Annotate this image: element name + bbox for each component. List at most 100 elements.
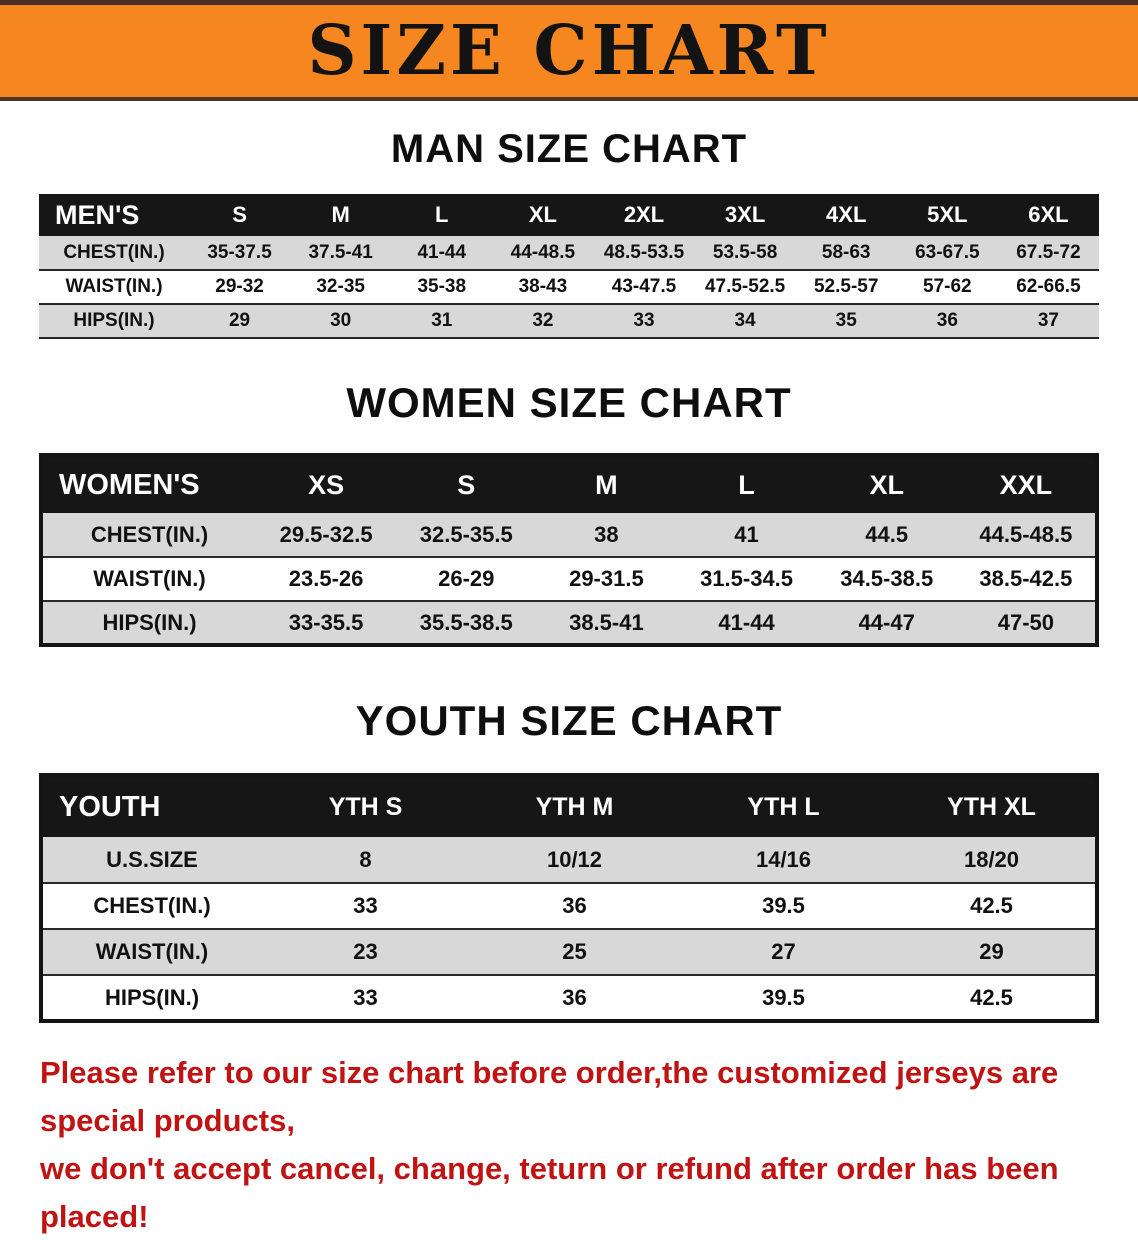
size-cell: 23 [353,939,378,964]
row-label: WAIST(IN.) [95,939,209,964]
size-cell: 39.5 [762,984,805,1010]
size-column-header: XL [492,194,594,236]
women-section-heading: WOMEN SIZE CHART [346,379,792,426]
row-label: CHEST(IN.) [90,521,209,547]
size-column-header: 3XL [694,194,796,236]
men-size-table: MEN'S S M L XL 2XL 3XL 4XL 5XL 6XL CHEST(IN.) 35-37… [39,194,1099,339]
size-cell: 36 [562,893,587,918]
size-cell: 44.5-48.5 [979,521,1073,547]
size-column-header: XL [816,455,957,513]
row-label: HIPS(IN.) [104,984,200,1010]
size-cell: 10/12 [546,846,603,872]
size-cell: 14/16 [755,846,812,872]
size-cell: 29-32 [215,276,264,297]
size-column-header: L [676,455,817,513]
size-cell: 58-63 [821,241,871,263]
size-cell: 31 [431,310,453,331]
size-cell: 36 [562,984,587,1010]
size-cell: 52.5-57 [813,276,879,297]
table-row: HIPS(IN.) 29 30 31 32 33 34 35 36 37 [39,304,1099,338]
size-cell: 27 [771,939,796,964]
table-header-row: WOMEN'S XS S M L XL XXL [41,455,1097,513]
table-row: WAIST(IN.) 23 25 27 29 [41,929,1097,975]
size-cell: 44.5 [865,521,909,547]
women-size-table: WOMEN'S XS S M L XL XXL CHEST(IN.) 29.5-32.5 32.5… [39,453,1099,647]
row-label: HIPS(IN.) [73,310,155,331]
size-cell: 31.5-34.5 [700,566,794,591]
size-cell: 43-47.5 [611,276,677,297]
size-cell: 18/20 [963,846,1020,872]
table-row: CHEST(IN.) 35-37.5 37.5-41 41-44 44-48.5 48.5… [39,236,1099,270]
table-corner-label: MEN'S [39,194,189,236]
size-cell: 29.5-32.5 [279,521,373,547]
size-cell: 25 [562,939,587,964]
section-men: MAN SIZE CHART MEN'S S M L XL 2XL 3XL 4XL 5XL 6XL… [0,101,1138,339]
table-row: U.S.SIZE 8 10/12 14/16 18/20 [41,837,1097,883]
size-cell: 33 [353,893,378,918]
row-label: CHEST(IN.) [93,893,211,918]
size-cell: 37.5-41 [308,241,373,263]
size-cell: 39.5 [762,893,805,918]
size-cell: 35 [835,310,857,331]
size-cell: 32.5-35.5 [419,521,513,547]
size-column-header: YTH S [261,775,470,837]
size-column-header: L [391,194,493,236]
table-corner-label: YOUTH [41,775,261,837]
table-header-row: MEN'S S M L XL 2XL 3XL 4XL 5XL 6XL [39,194,1099,236]
row-label: HIPS(IN.) [102,609,197,635]
size-cell: 23.5-26 [288,566,364,591]
size-cell: 34 [734,310,756,331]
row-label: CHEST(IN.) [63,241,165,263]
size-cell: 44-48.5 [510,241,576,263]
size-cell: 29 [979,939,1004,964]
size-cell: 37 [1037,310,1059,331]
size-cell: 8 [359,846,372,872]
size-cell: 35-38 [417,276,467,297]
size-cell: 48.5-53.5 [603,241,685,263]
size-cell: 32 [532,310,554,331]
size-cell: 41 [734,521,759,547]
size-column-header: 2XL [593,194,695,236]
youth-section-heading: YOUTH SIZE CHART [355,697,783,744]
size-column-header: XS [256,455,397,513]
men-section-heading: MAN SIZE CHART [390,127,748,171]
table-header-row: YOUTH YTH S YTH M YTH L YTH XL [41,775,1097,837]
row-label: WAIST(IN.) [93,566,206,591]
notice-line-2: we don't accept cancel, change, teturn o… [40,1151,1059,1235]
size-cell: 35.5-38.5 [419,609,513,635]
size-cell: 44-47 [858,609,915,635]
table-row: CHEST(IN.) 33 36 39.5 42.5 [41,883,1097,929]
page-title: SIZE CHART [307,11,831,91]
size-column-header: YTH L [679,775,888,837]
size-column-header: M [290,194,392,236]
size-cell: 38 [594,521,619,547]
size-cell: 35-37.5 [207,241,272,263]
size-cell: 29 [228,310,251,331]
table-row: HIPS(IN.) 33-35.5 35.5-38.5 38.5-41 41-44 44-… [41,601,1097,645]
size-column-header: M [536,455,677,513]
size-cell: 41-44 [718,609,775,635]
size-cell: 26-29 [438,566,495,591]
size-column-header: YTH XL [888,775,1097,837]
size-column-header: 5XL [896,194,998,236]
table-row: WAIST(IN.) 23.5-26 26-29 29-31.5 31.5-34.5 34… [41,557,1097,601]
table-row: WAIST(IN.) 29-32 32-35 35-38 38-43 43-47.5 47.… [39,270,1099,304]
size-cell: 36 [936,310,958,331]
section-women: WOMEN SIZE CHART WOMEN'S XS S M L XL XXL CHEST(… [0,339,1138,647]
size-cell: 30 [330,310,352,331]
size-column-header: 6XL [997,194,1099,236]
banner: SIZE CHART [0,0,1138,101]
size-cell: 34.5-38.5 [840,566,934,591]
footer-notice: Please refer to our size chart before or… [40,1049,1118,1241]
size-cell: 42.5 [970,893,1013,918]
size-column-header: S [396,455,537,513]
size-cell: 53.5-58 [712,241,778,263]
notice-line-1: Please refer to our size chart before or… [40,1055,1059,1139]
size-cell: 63-67.5 [915,241,980,263]
size-cell: 29-31.5 [569,566,644,591]
size-cell: 62-66.5 [1016,276,1081,297]
size-cell: 33 [633,310,655,331]
youth-size-table: YOUTH YTH S YTH M YTH L YTH XL U.S.SIZE 8 10/12… [39,773,1099,1023]
size-cell: 42.5 [970,984,1013,1010]
